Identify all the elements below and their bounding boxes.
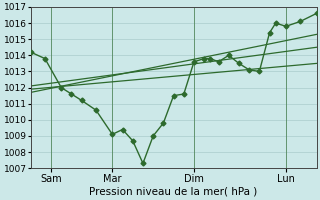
- X-axis label: Pression niveau de la mer( hPa ): Pression niveau de la mer( hPa ): [90, 187, 258, 197]
